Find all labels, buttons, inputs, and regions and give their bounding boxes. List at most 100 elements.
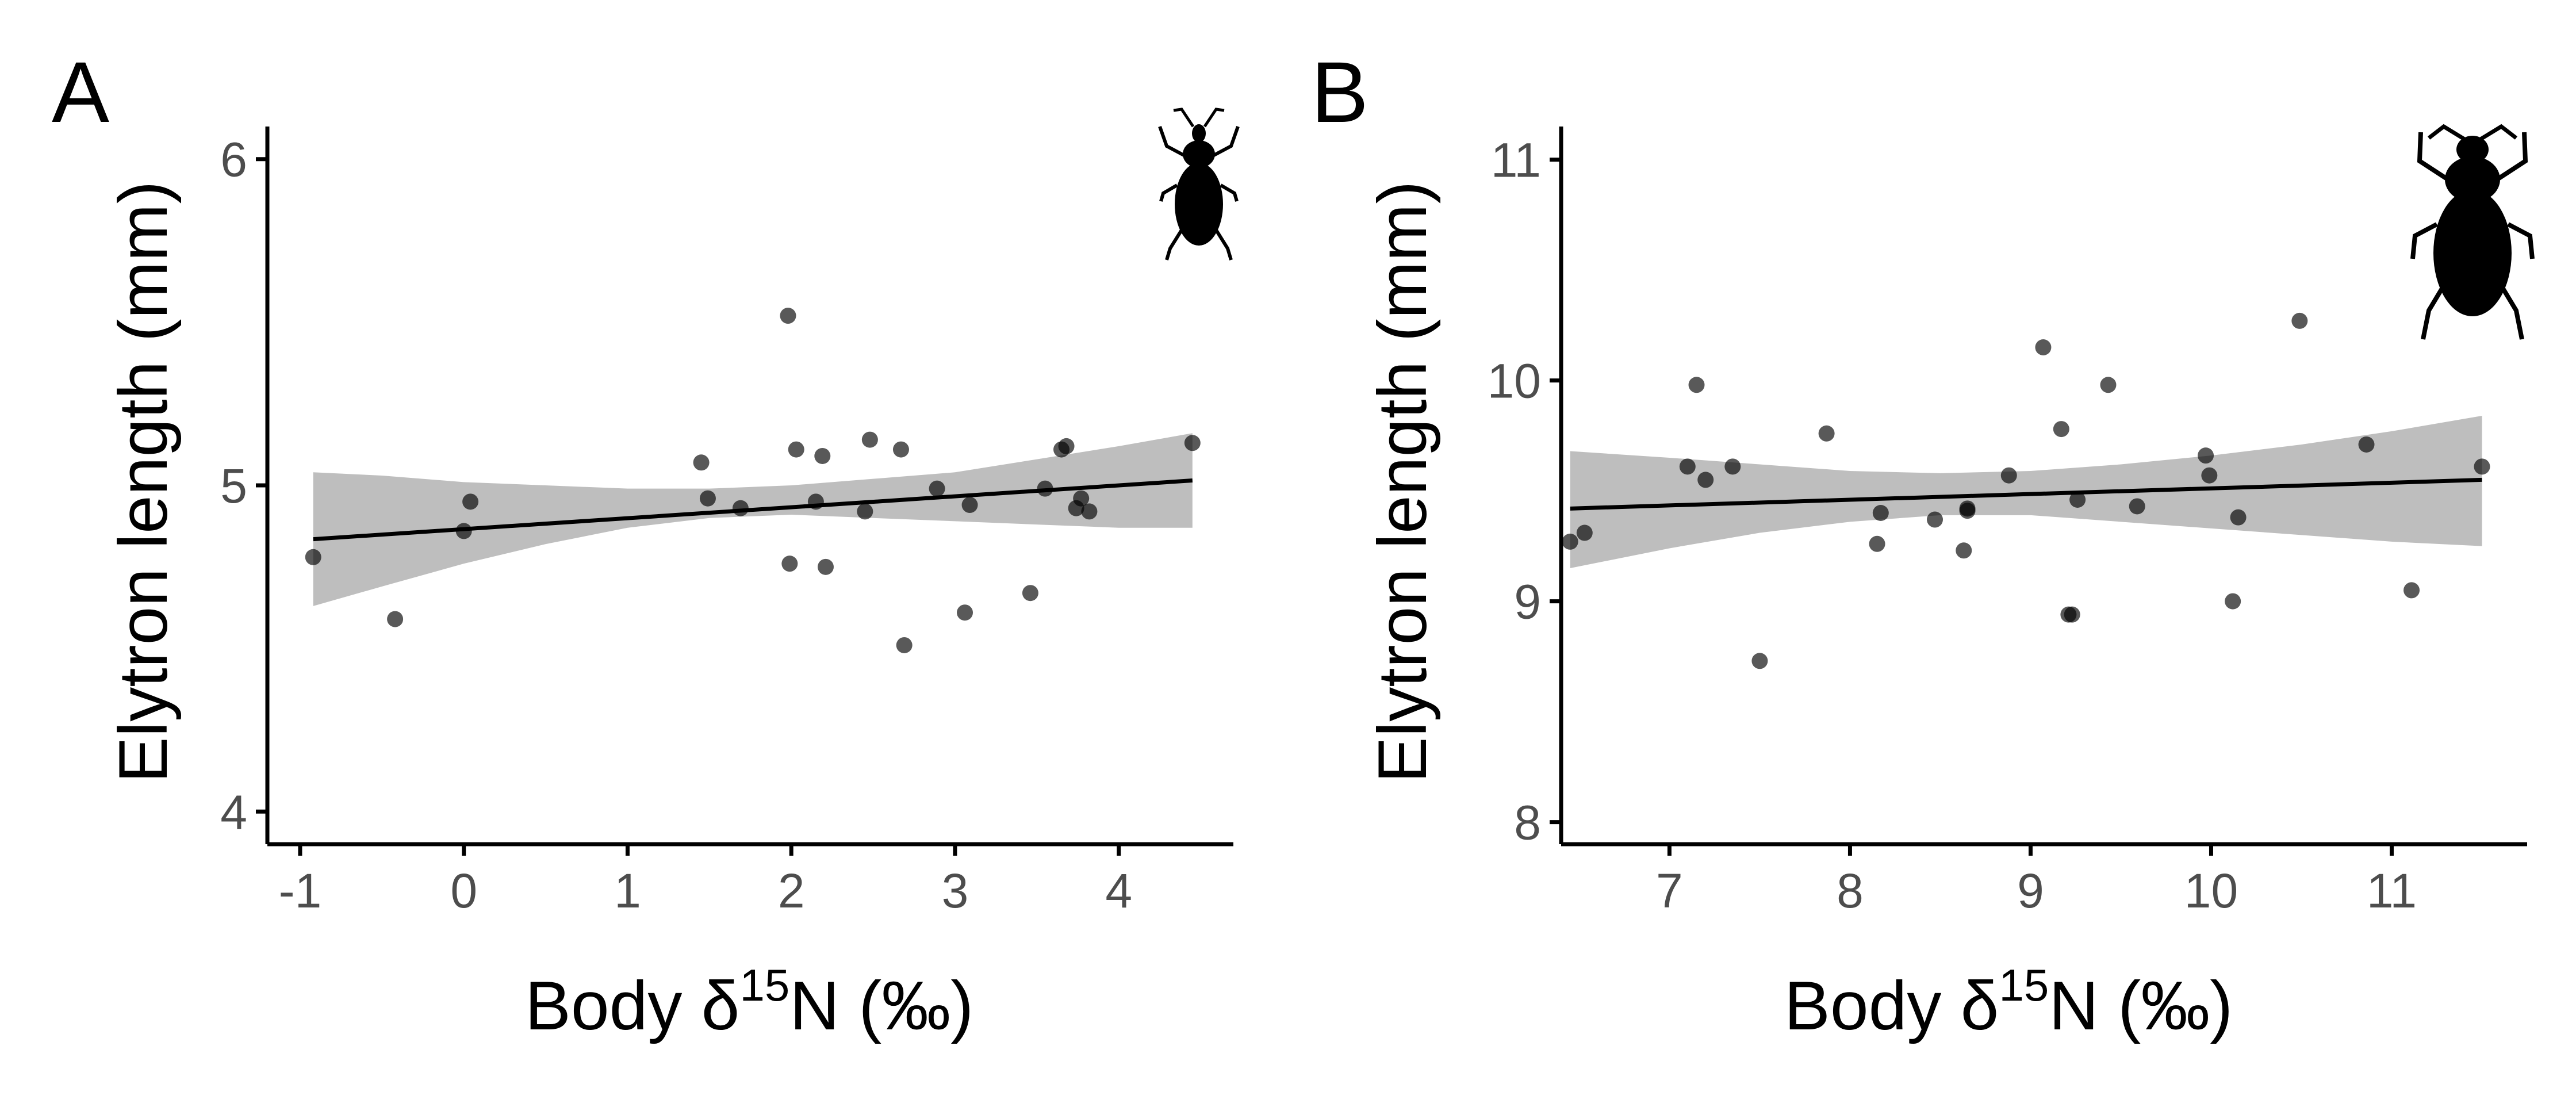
panel-a-point — [462, 493, 479, 510]
panel-a-point — [929, 480, 945, 497]
panel-a-x-tick-label: 0 — [450, 864, 477, 918]
panel-b-fit-line — [1570, 477, 2482, 511]
panel-a-point — [896, 637, 913, 653]
panel-b-point — [2100, 377, 2117, 393]
panel-b-x-tick-label: 7 — [1656, 864, 1683, 918]
panel-a-point — [961, 497, 978, 514]
panel-b-point — [2201, 467, 2218, 484]
panel-b-point — [1576, 524, 1593, 541]
panel-b-point — [2053, 421, 2069, 438]
panel-b-point — [2000, 467, 2017, 484]
panel-a-point — [1022, 585, 1038, 602]
panel-b-point — [1959, 500, 1976, 517]
panel-b-point — [2358, 436, 2375, 453]
panel-b-points — [1562, 312, 2490, 669]
ground-beetle-icon — [2410, 124, 2535, 340]
panel-b-x-tick-label: 10 — [2184, 864, 2238, 918]
panel-a-point — [817, 558, 834, 575]
panel-b-point — [1869, 535, 1885, 552]
panel-a-y-ticks: 4 5 6 — [220, 133, 267, 839]
panel-a-point — [892, 441, 909, 458]
panel-b-ci-band — [1570, 416, 2482, 568]
panel-b-y-ticks: 8 9 10 11 — [1488, 133, 1561, 850]
panel-a-y-axis-title: Elytron length (mm) — [105, 181, 182, 783]
panel-a-point — [1081, 503, 1098, 520]
panel-a-point — [957, 604, 973, 621]
panel-b-y-tick-label: 9 — [1514, 575, 1541, 629]
panel-a-point — [781, 556, 798, 572]
panel-b-point — [2291, 312, 2308, 329]
panel-a-point — [305, 549, 321, 565]
panel-a-point — [1037, 480, 1053, 497]
panel-b-x-axis-title-main: Body δ — [1784, 967, 1999, 1044]
panel-a-x-axis-title-tail: N (‰) — [789, 967, 973, 1044]
panel-a-x-tick-label: -1 — [279, 864, 322, 918]
panel-a-x-ticks: -1 0 1 2 3 4 — [279, 844, 1132, 918]
panel-b-point — [1927, 511, 1943, 528]
panel-a-ci-band — [313, 433, 1193, 606]
panel-a-y-tick-label: 4 — [220, 785, 247, 839]
panel-b-x-tick-label: 8 — [1837, 864, 1864, 918]
panel-a-point — [387, 611, 404, 627]
panel-b-x-tick-label: 9 — [2017, 864, 2044, 918]
panel-a-point — [693, 454, 710, 471]
panel-b-point — [2225, 593, 2241, 610]
panel-b-point — [2230, 509, 2247, 526]
panel-a-point — [861, 431, 878, 448]
panel-b-letter: B — [1311, 44, 1368, 140]
panel-a-ci-band-group — [313, 433, 1193, 606]
panel-b-point — [1688, 377, 1705, 393]
panel-a-point — [780, 308, 796, 324]
weevil-beetle-icon — [1158, 108, 1240, 261]
panel-a-x-axis-title-main: Body δ — [525, 967, 740, 1044]
panel-b-y-tick-label: 8 — [1514, 796, 1541, 850]
panel-a-point — [1058, 438, 1075, 454]
panel-b-y-tick-label: 11 — [1491, 133, 1541, 187]
panel-b-point — [2064, 606, 2080, 623]
panel-a-points — [305, 308, 1201, 653]
panel-a-point — [857, 503, 873, 520]
panel-b-point — [1724, 458, 1741, 475]
panel-b-point — [1562, 533, 1578, 550]
panel-a-point — [455, 523, 472, 539]
panel-b-point — [2404, 582, 2420, 599]
panel-b-axes — [1559, 127, 2527, 846]
panel-a-y-tick-label: 6 — [220, 133, 247, 187]
panel-a-point — [788, 441, 804, 458]
panel-a-x-tick-label: 2 — [778, 864, 805, 918]
panel-a-x-tick-label: 1 — [614, 864, 641, 918]
panel-b-fit-group — [1570, 477, 2482, 511]
panel-a: A 4 5 6 -1 0 1 2 3 4 Elytron length (mm) Body δ… — [52, 44, 1240, 1044]
panel-b-y-axis-title: Elytron length (mm) — [1364, 181, 1441, 783]
panel-a-point — [807, 493, 824, 510]
panel-b-point — [2474, 458, 2490, 475]
panel-b-ci-band-group — [1570, 416, 2482, 568]
panel-b-point — [2198, 447, 2214, 464]
panel-b-x-ticks: 7 8 9 10 11 — [1656, 844, 2417, 918]
panel-a-y-tick-label: 5 — [220, 459, 247, 513]
panel-b-point — [1872, 505, 1889, 521]
panel-b-y-tick-label: 10 — [1488, 354, 1541, 408]
panel-b-point — [1956, 542, 1972, 559]
panel-b-point — [2035, 339, 2052, 355]
panel-b-point — [1818, 425, 1835, 442]
panel-b-x-tick-label: 11 — [2367, 864, 2417, 918]
panel-b-point — [1697, 472, 1714, 488]
panel-b-point — [1751, 653, 1768, 669]
panel-a-point — [814, 447, 831, 464]
panel-a-x-axis-title: Body δ15N (‰) — [525, 960, 973, 1044]
panel-a-x-tick-label: 3 — [942, 864, 969, 918]
panel-a-x-axis-title-superscript: 15 — [739, 960, 789, 1010]
panel-a-point — [1073, 490, 1090, 507]
panel-a-point — [1184, 435, 1201, 451]
panel-b: B 8 9 10 11 7 8 9 10 11 Elytron length (mm) Bod… — [1311, 44, 2535, 1044]
panel-b-point — [2069, 491, 2086, 508]
panel-a-x-tick-label: 4 — [1105, 864, 1132, 918]
panel-a-point — [699, 490, 716, 507]
panel-a-point — [732, 500, 749, 516]
panel-b-x-axis-title-tail: N (‰) — [2049, 967, 2233, 1044]
panel-b-point — [1679, 458, 1696, 475]
panel-a-letter: A — [52, 44, 109, 140]
panel-b-x-axis-title: Body δ15N (‰) — [1784, 960, 2233, 1044]
